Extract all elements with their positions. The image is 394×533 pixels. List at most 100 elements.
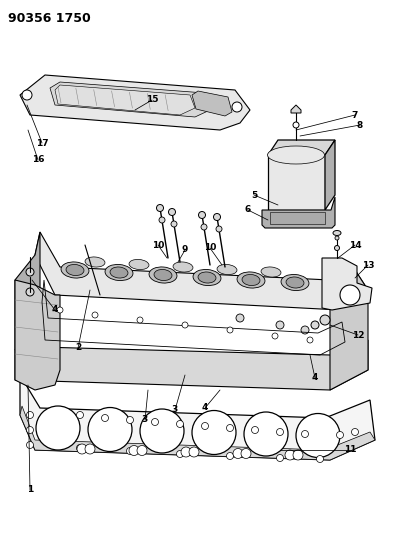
Ellipse shape [173,262,193,272]
Polygon shape [322,258,372,310]
Circle shape [272,333,278,339]
Text: 10: 10 [152,240,164,249]
Ellipse shape [154,270,172,280]
Polygon shape [15,280,60,390]
Text: 17: 17 [36,139,48,148]
Circle shape [57,307,63,313]
Ellipse shape [61,262,89,278]
Polygon shape [270,212,325,224]
Text: 11: 11 [344,446,356,455]
Text: 5: 5 [251,190,257,199]
Circle shape [293,122,299,128]
Ellipse shape [242,274,260,286]
Ellipse shape [66,264,84,276]
Text: 4: 4 [312,374,318,383]
Circle shape [177,421,184,427]
Circle shape [126,448,134,455]
Circle shape [137,317,143,323]
Ellipse shape [193,270,221,286]
Circle shape [216,226,222,232]
Circle shape [22,90,32,100]
Ellipse shape [85,257,105,267]
Polygon shape [20,75,250,130]
Circle shape [351,429,359,435]
Ellipse shape [237,272,265,288]
Text: 16: 16 [32,156,44,165]
Circle shape [26,411,33,418]
Ellipse shape [149,267,177,283]
Circle shape [227,327,233,333]
Ellipse shape [198,272,216,283]
Polygon shape [192,91,232,116]
Circle shape [293,450,303,460]
Ellipse shape [268,146,325,164]
Text: 8: 8 [357,120,363,130]
Circle shape [177,450,184,457]
Ellipse shape [261,267,281,277]
Polygon shape [35,232,368,310]
Circle shape [233,448,243,458]
Text: 12: 12 [352,330,364,340]
Ellipse shape [217,264,237,274]
Circle shape [199,212,206,219]
Circle shape [335,236,339,240]
Circle shape [311,321,319,329]
Circle shape [335,246,340,251]
Circle shape [26,268,34,276]
Text: 4: 4 [202,403,208,413]
Circle shape [76,411,84,418]
Ellipse shape [129,260,149,270]
Ellipse shape [110,267,128,278]
Ellipse shape [333,230,341,236]
Polygon shape [50,82,210,117]
Circle shape [277,429,284,435]
Text: 3: 3 [172,406,178,415]
Circle shape [244,412,288,456]
Circle shape [232,102,242,112]
Circle shape [201,224,207,230]
Circle shape [277,455,284,462]
Ellipse shape [286,277,304,288]
Circle shape [26,441,33,448]
Text: 4: 4 [52,305,58,314]
Circle shape [276,321,284,329]
Circle shape [251,426,258,433]
Circle shape [227,424,234,432]
Circle shape [320,315,330,325]
Circle shape [236,314,244,322]
Circle shape [241,448,251,458]
Polygon shape [268,140,335,155]
Text: 90356 1750: 90356 1750 [8,12,91,25]
Circle shape [92,312,98,318]
Polygon shape [15,232,40,350]
Circle shape [307,337,313,343]
Text: 6: 6 [245,206,251,214]
Circle shape [214,214,221,221]
Circle shape [129,446,139,456]
Text: 14: 14 [349,240,361,249]
Circle shape [26,288,34,296]
Polygon shape [55,85,195,115]
Circle shape [336,432,344,439]
Circle shape [201,423,208,430]
Circle shape [169,208,175,215]
Ellipse shape [281,274,309,290]
Circle shape [88,408,132,451]
Text: 2: 2 [75,343,81,352]
Text: 13: 13 [362,261,374,270]
Text: 7: 7 [352,110,358,119]
Text: 15: 15 [146,95,158,104]
Polygon shape [268,155,325,210]
Circle shape [192,410,236,455]
Text: 1: 1 [27,486,33,495]
Circle shape [102,415,108,422]
Circle shape [85,444,95,454]
Circle shape [126,416,134,424]
Circle shape [189,447,199,457]
Circle shape [227,453,234,459]
Circle shape [159,217,165,223]
Circle shape [301,326,309,334]
Circle shape [152,418,158,425]
Circle shape [76,445,84,451]
Polygon shape [291,105,301,113]
